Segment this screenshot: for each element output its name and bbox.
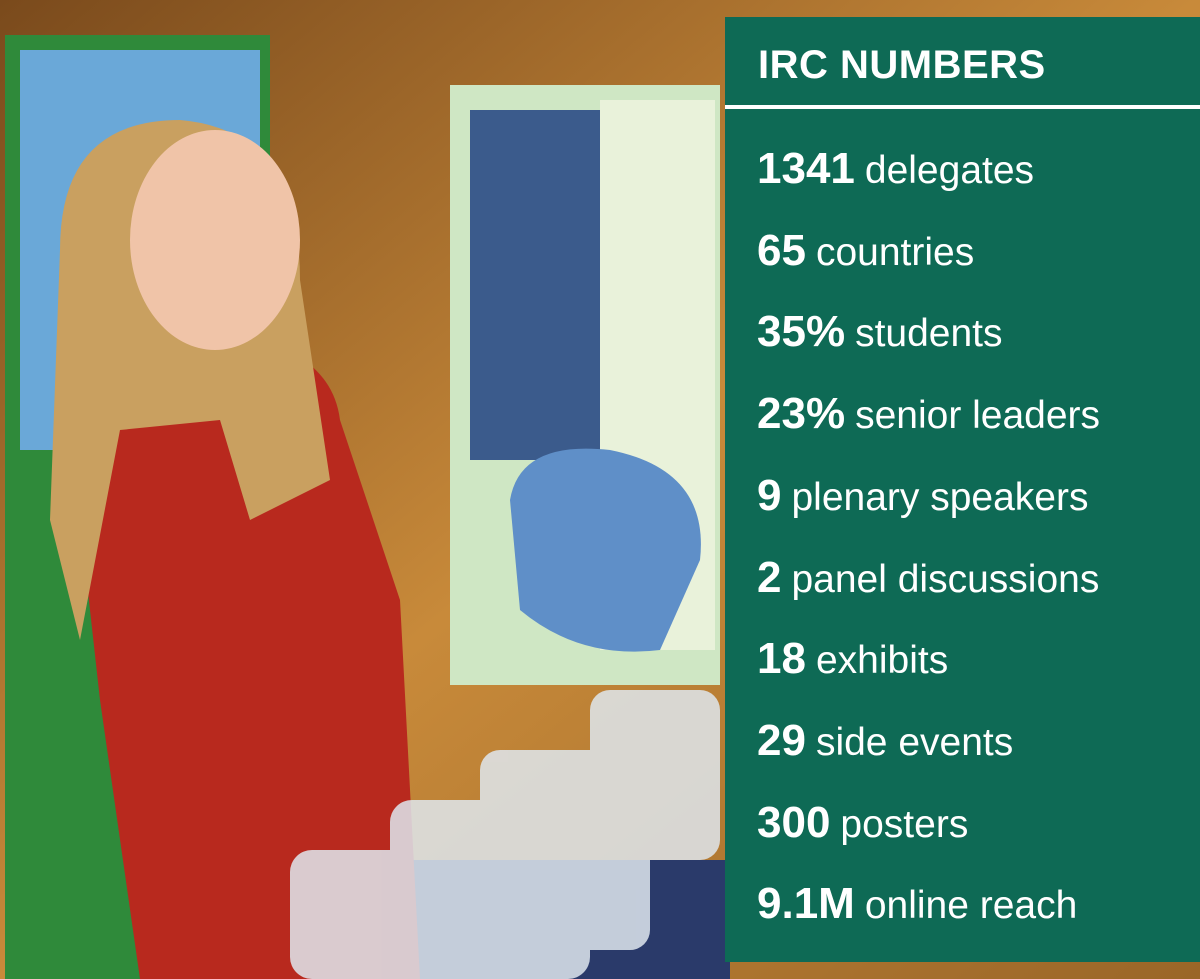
divider [725, 105, 1200, 109]
stat-number: 29 [757, 715, 806, 765]
stat-row: 65 countries [757, 225, 975, 275]
stat-row: 9 plenary speakers [757, 470, 1089, 520]
stat-number: 300 [757, 797, 831, 847]
stat-row: 29 side events [757, 715, 1014, 765]
stat-number: 9 [757, 470, 782, 520]
stat-row: 35% students [757, 310, 1003, 354]
stat-label: online reach [864, 884, 1078, 928]
stat-label: posters [840, 802, 969, 846]
stat-row: 1341 delegates [757, 147, 1034, 191]
stat-label: delegates [864, 149, 1035, 192]
stat-label: panel discussions [791, 557, 1100, 601]
stats-panel: IRC NUMBERS 1341 delegates 65 countries 35% s… [725, 17, 1200, 962]
stat-row: 9.1M online reach [757, 882, 1077, 926]
stat-label: side events [815, 720, 1014, 764]
stat-label: senior leaders [855, 394, 1101, 438]
stat-label: students [855, 312, 1003, 356]
stat-number: 9.1M [757, 879, 855, 929]
stat-number: 65 [757, 225, 806, 275]
stat-number: 18 [757, 634, 806, 684]
stat-number: 1341 [757, 144, 855, 193]
stat-row: 300 posters [757, 797, 969, 847]
stat-number: 35% [757, 307, 846, 357]
stat-row: 2 panel discussions [757, 552, 1100, 602]
stat-label: plenary speakers [791, 475, 1089, 519]
stat-number: 23% [757, 389, 846, 439]
stat-label: countries [815, 230, 975, 274]
stat-number: 2 [757, 552, 782, 602]
stat-row: 23% senior leaders [757, 392, 1100, 436]
stat-label: exhibits [815, 639, 949, 683]
panel-title: IRC NUMBERS [758, 43, 1046, 87]
stat-row: 18 exhibits [757, 637, 948, 681]
